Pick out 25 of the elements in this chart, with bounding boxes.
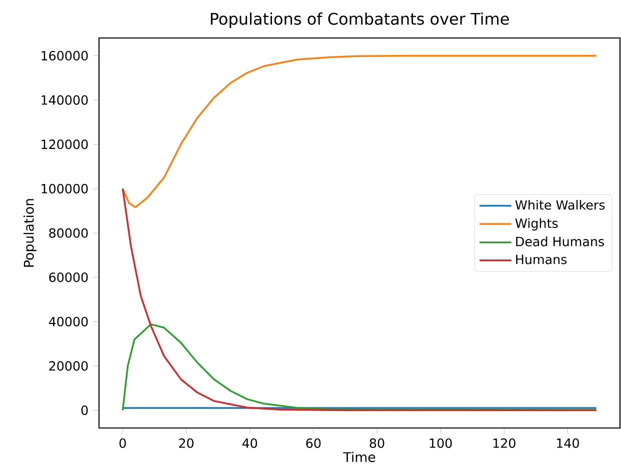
x-tick-label: 140 [557, 438, 579, 448]
y-tick-label: 160000 [42, 50, 88, 61]
legend-label: Humans [516, 254, 567, 264]
x-tick-label: 40 [242, 438, 258, 448]
y-tick-label: 20000 [49, 361, 88, 371]
y-tick-label: 100000 [42, 184, 88, 194]
legend-label: White Walkers [515, 200, 605, 210]
y-tick-label: 120000 [42, 140, 88, 150]
x-tick-label: 100 [430, 438, 452, 448]
chart-title: Populations of Combatants over Time [210, 12, 509, 28]
y-tick-label: 0 [81, 405, 88, 416]
legend-label: Wights [515, 218, 558, 230]
x-axis-title: Time [343, 452, 376, 462]
line-series [122, 323, 598, 412]
y-tick-label: 80000 [49, 228, 88, 238]
x-tick-label: 0 [119, 438, 126, 448]
y-axis-title: Population [24, 199, 36, 267]
x-tick-label: 120 [493, 438, 516, 448]
x-tick-label: 20 [179, 438, 194, 448]
x-tick-label: 60 [306, 438, 321, 448]
y-tick-label: 140000 [42, 95, 88, 105]
legend-label: Dead Humans [516, 236, 604, 246]
y-tick-label: 40000 [48, 316, 88, 326]
y-tick-label: 60000 [49, 272, 88, 282]
x-tick-label: 80 [370, 438, 384, 448]
